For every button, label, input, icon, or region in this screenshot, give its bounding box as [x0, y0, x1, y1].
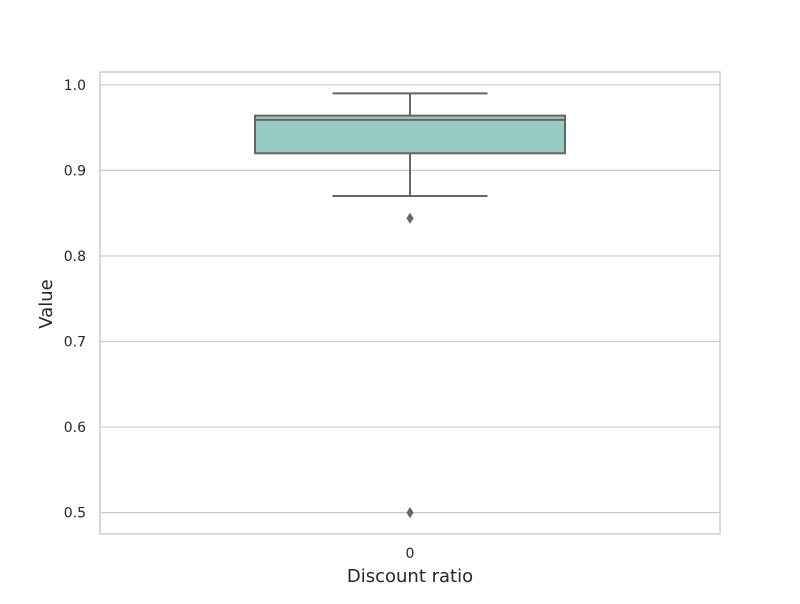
y-tick-label: 0.5 — [64, 506, 86, 522]
outlier-point — [406, 507, 414, 519]
x-axis-title: Discount ratio — [347, 566, 473, 587]
tick-labels: 0.5 0.6 0.7 0.8 0.9 1.0 0 — [64, 78, 415, 562]
box-plot-marks — [254, 92, 566, 519]
y-tick-label: 0.8 — [64, 249, 86, 265]
y-tick-label: 0.9 — [64, 163, 86, 179]
outlier-point — [406, 212, 414, 224]
y-tick-label: 1.0 — [64, 78, 86, 94]
plot-border — [99, 71, 721, 535]
x-tick-label: 0 — [406, 546, 415, 562]
y-tick-label: 0.7 — [64, 335, 86, 351]
y-axis-title: Value — [36, 279, 57, 328]
y-tick-label: 0.6 — [64, 420, 86, 436]
plot-frame — [99, 71, 721, 535]
interquartile-box — [254, 114, 566, 155]
